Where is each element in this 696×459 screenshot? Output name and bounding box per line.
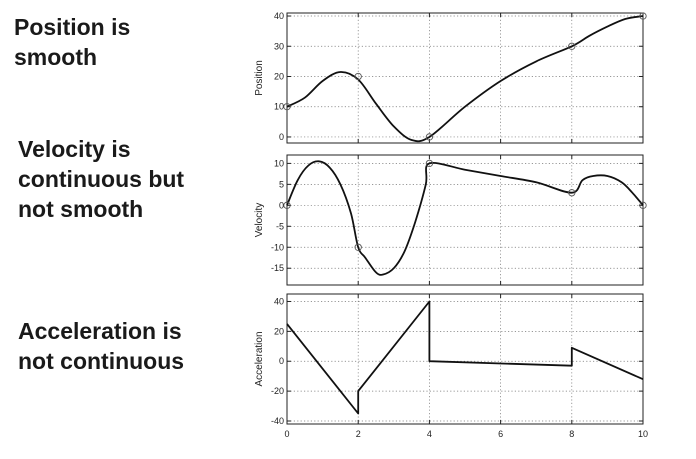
plot-2-ytick-label: 0	[279, 200, 284, 210]
plot-1-ytick-label: 30	[274, 41, 284, 51]
plot-3-xtick-label: 2	[356, 429, 361, 439]
position-caption-line-1: Position is	[14, 14, 131, 40]
plot-3-ylabel: Acceleration	[254, 331, 265, 386]
plot-2-ylabel: Velocity	[254, 203, 265, 237]
velocity-caption-line-1: Velocity is	[18, 136, 131, 162]
plot-1-ytick-label: 40	[274, 11, 284, 21]
plot-2-knot-marker	[425, 159, 434, 168]
plot-1-knot-marker	[639, 12, 647, 20]
plot-3-ytick-label: 20	[274, 326, 284, 336]
plot-3-xtick-label: 10	[638, 429, 648, 439]
plot-2-ytick-label: 10	[274, 158, 284, 168]
plot-3-frame	[286, 293, 644, 425]
plot-1-knot-marker	[425, 133, 434, 141]
plot-2-ytick-label: -10	[271, 242, 284, 252]
plot-3-ytick-label: 40	[274, 296, 284, 306]
position-caption: Position is smooth	[14, 12, 130, 72]
plot-2-series-line	[286, 160, 644, 276]
plot-2-knot-marker	[283, 201, 291, 209]
plot-3-ytick-label: -20	[271, 386, 284, 396]
plot-3-xtick-label: 4	[427, 429, 432, 439]
plot-3-series-line	[286, 300, 644, 415]
velocity-caption-line-2: continuous but	[18, 166, 185, 192]
plot-2-ytick-label: -15	[271, 263, 284, 273]
acceleration-caption-line-2: not continuous	[18, 348, 185, 374]
acceleration-caption-line-1: Acceleration is	[18, 318, 182, 344]
plot-1-ytick-label: 0	[279, 132, 284, 142]
plot-1-knot-marker	[568, 42, 576, 50]
plot-2-knot-marker	[354, 243, 362, 251]
plot-2-ytick-label: 5	[279, 179, 284, 189]
velocity-caption-line-3: not smooth	[18, 196, 144, 222]
plot-1-ytick-label: 20	[274, 71, 284, 81]
plot-1-knot-marker	[283, 103, 291, 111]
plot-3-ytick-label: -40	[271, 416, 284, 426]
plot-3-xtick-label: 6	[498, 429, 503, 439]
plot-1-ytick-label: 10	[274, 102, 284, 112]
plot-3-xtick-label: 8	[569, 429, 574, 439]
position-caption-line-2: smooth	[14, 44, 98, 70]
plot-3-xtick-label: 0	[284, 429, 289, 439]
plot-2-frame	[286, 154, 644, 286]
plot-3-ytick-label: 0	[279, 356, 284, 366]
plot-1-frame	[286, 12, 644, 144]
plot-2-ytick-label: -5	[276, 221, 284, 231]
plot-1-knot-marker	[354, 72, 362, 81]
plot-2-knot-marker	[568, 189, 576, 197]
plot-1-ylabel: Position	[254, 60, 265, 96]
plot-1-series-line	[286, 15, 644, 143]
velocity-caption: Velocity is continuous but not smooth	[18, 134, 184, 224]
acceleration-caption: Acceleration is not continuous	[18, 316, 184, 376]
plot-2-knot-marker	[639, 201, 647, 209]
